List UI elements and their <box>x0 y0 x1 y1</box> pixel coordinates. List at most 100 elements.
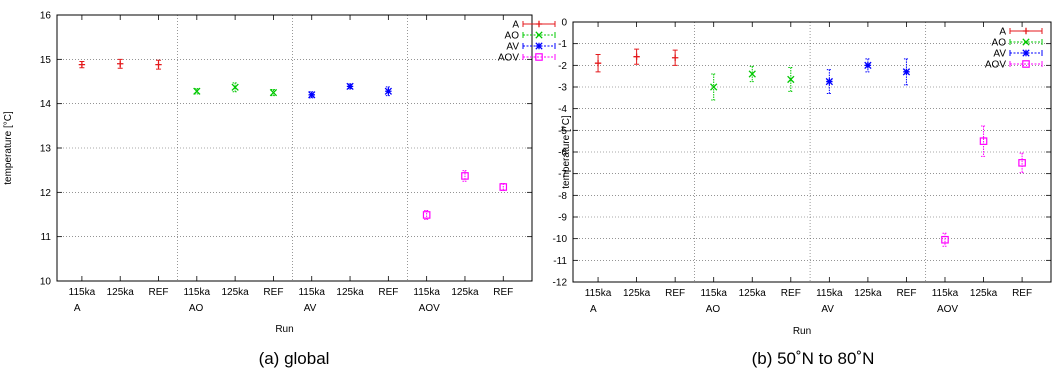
error-bar <box>942 232 948 247</box>
data-point <box>422 211 431 219</box>
legend-cap <box>1009 61 1043 67</box>
x-tick-label: 115ka <box>816 288 843 299</box>
error-bar <box>500 182 506 192</box>
legend-marker <box>535 31 543 39</box>
x-tick-label: 125ka <box>623 288 651 299</box>
legend-marker <box>1022 60 1030 68</box>
y-tick-label: -2 <box>558 61 567 72</box>
x-tick-label: REF <box>665 288 685 299</box>
data-point <box>269 88 278 97</box>
y-tick-label: -9 <box>558 213 567 224</box>
x-tick-label: REF <box>1012 288 1032 299</box>
y-tick-label: 12 <box>40 188 52 199</box>
legend-cap <box>522 43 556 49</box>
legend-label: AOV <box>985 60 1006 71</box>
data-point <box>710 83 718 91</box>
group-label: AV <box>821 304 834 315</box>
x-tick-label: REF <box>263 287 283 298</box>
legend-cap <box>522 32 556 38</box>
data-point <box>671 54 679 61</box>
data-point <box>633 53 640 60</box>
legend-marker <box>1022 38 1030 46</box>
legend-marker <box>535 20 543 28</box>
x-tick-label: REF <box>781 288 801 299</box>
legend-marker <box>1022 49 1030 57</box>
y-tick-label: -6 <box>558 148 567 159</box>
data-point <box>748 70 756 78</box>
legend-label: A <box>999 27 1006 38</box>
y-tick-label: 15 <box>40 55 52 66</box>
x-tick-label: REF <box>896 288 916 299</box>
data-point <box>941 235 949 244</box>
plot-frame <box>572 21 1052 283</box>
y-tick-label: -8 <box>558 191 567 202</box>
x-tick-label: 115ka <box>585 288 612 299</box>
series-ao <box>193 82 278 97</box>
y-tick-label: -5 <box>558 126 567 137</box>
group-label: A <box>74 303 81 314</box>
y-tick-label: -12 <box>553 278 568 289</box>
data-point <box>979 137 988 145</box>
y-tick-label: -4 <box>558 104 567 115</box>
figure-caption: (b) 50˚N to 80˚N <box>752 349 875 368</box>
data-point <box>117 60 124 67</box>
series-aov <box>941 125 1026 247</box>
data-point <box>346 82 354 91</box>
y-tick-label: 16 <box>40 11 52 22</box>
legend-marker <box>535 42 543 50</box>
y-tick-label: 14 <box>40 99 52 110</box>
data-point <box>308 91 316 99</box>
data-point <box>902 68 911 76</box>
y-tick-label: 10 <box>40 277 52 288</box>
data-point <box>384 87 393 95</box>
chart-panel-global: 10 11 12 13 14 15 16 115ka 125ka REF 115ka 125ka REF… <box>3 11 556 368</box>
x-tick-label: 125ka <box>451 287 479 298</box>
legend-marker <box>1022 27 1030 35</box>
series-av <box>308 82 393 99</box>
y-tick-label: 11 <box>41 232 52 243</box>
x-tick-label: 115ka <box>298 287 325 298</box>
x-tick-label: 125ka <box>739 288 767 299</box>
legend-label: AV <box>506 42 519 53</box>
y-tick-label: 13 <box>40 144 52 155</box>
error-bar <box>1019 152 1025 174</box>
series-a <box>594 48 679 73</box>
x-tick-label: 115ka <box>69 287 96 298</box>
legend-cap <box>1009 50 1043 56</box>
group-label: AO <box>189 303 204 314</box>
x-axis-label: Run <box>793 326 811 337</box>
data-point <box>499 183 508 191</box>
figure-caption: (a) global <box>259 349 330 368</box>
data-point <box>461 172 469 180</box>
x-axis-label: Run <box>275 324 293 335</box>
group-label: AOV <box>937 304 958 315</box>
group-label: AO <box>706 304 721 315</box>
legend-label: AO <box>992 38 1007 49</box>
legend-cap <box>1009 28 1043 34</box>
legend-label: AOV <box>498 53 519 64</box>
x-tick-label: 125ka <box>107 287 135 298</box>
series-av <box>825 58 911 94</box>
x-tick-label: 115ka <box>413 287 440 298</box>
data-point <box>78 61 86 68</box>
data-point <box>1018 159 1026 167</box>
y-tick-label: -11 <box>553 256 567 267</box>
x-tick-label: 125ka <box>970 288 998 299</box>
y-tick-label: 0 <box>561 18 567 29</box>
data-point <box>787 75 795 84</box>
series-a <box>78 58 162 70</box>
data-point <box>825 77 834 86</box>
x-tick-label: 115ka <box>700 288 727 299</box>
error-bar <box>826 69 832 94</box>
x-tick-label: 115ka <box>932 288 959 299</box>
series-ao <box>710 65 795 101</box>
series-aov <box>422 170 508 220</box>
group-label: AOV <box>419 303 440 314</box>
group-label: A <box>590 304 597 315</box>
x-tick-label: REF <box>493 287 513 298</box>
x-tick-label: 125ka <box>222 287 250 298</box>
y-tick-label: -1 <box>558 39 567 50</box>
